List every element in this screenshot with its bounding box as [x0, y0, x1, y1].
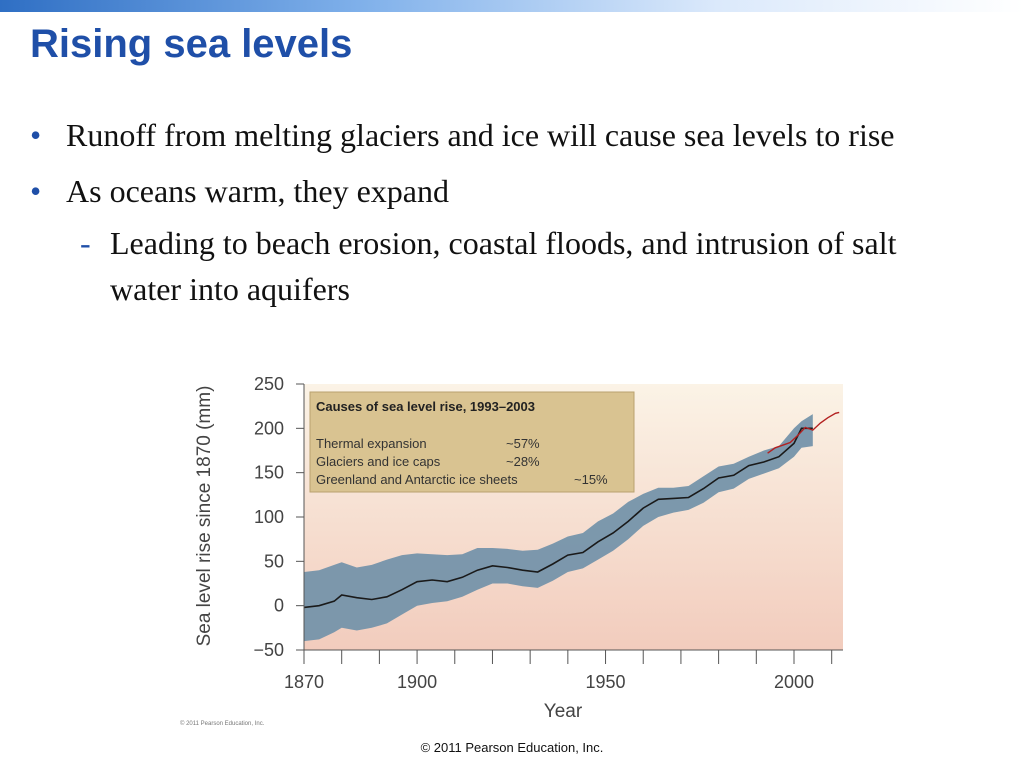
- legend-label: Thermal expansion: [316, 436, 427, 451]
- sub-bullet-item: - Leading to beach erosion, coastal floo…: [30, 220, 930, 312]
- bullet-marker: •: [30, 173, 42, 209]
- figure-credit: © 2011 Pearson Education, Inc.: [180, 721, 265, 727]
- y-tick-label: −50: [253, 640, 284, 660]
- uncertainty-band: [304, 414, 813, 642]
- x-axis-label: Year: [544, 701, 583, 722]
- sub-bullet-marker: -: [80, 225, 91, 261]
- title-accent-band: [0, 0, 1024, 12]
- bullet-item: • Runoff from melting glaciers and ice w…: [30, 112, 930, 158]
- y-tick-label: 250: [254, 374, 284, 394]
- y-tick-label: 200: [254, 418, 284, 438]
- x-tick-label: 1950: [586, 672, 626, 692]
- y-axis-label: Sea level rise since 1870 (mm): [194, 386, 215, 647]
- x-tick-label: 1870: [284, 672, 324, 692]
- legend-value: ~28%: [506, 454, 540, 469]
- y-tick-label: 0: [274, 596, 284, 616]
- bullet-text: As oceans warm, they expand: [66, 173, 449, 209]
- legend-value: ~15%: [574, 472, 608, 487]
- x-tick-label: 1900: [397, 672, 437, 692]
- sea-level-line: [303, 427, 813, 609]
- chart-legend: Causes of sea level rise, 1993–2003 Ther…: [309, 391, 635, 493]
- bullet-item: • As oceans warm, they expand: [30, 168, 930, 214]
- bullet-text: Runoff from melting glaciers and ice wil…: [66, 117, 895, 153]
- bullet-marker: •: [30, 117, 42, 153]
- legend-label: Glaciers and ice caps: [316, 454, 441, 469]
- recent-sea-level-line: [767, 411, 840, 454]
- legend-value: ~57%: [506, 436, 540, 451]
- y-tick-label: 100: [254, 507, 284, 527]
- y-tick-label: 150: [254, 463, 284, 483]
- legend-title: Causes of sea level rise, 1993–2003: [316, 399, 535, 414]
- y-tick-label: 50: [264, 551, 284, 571]
- x-tick-label: 2000: [774, 672, 814, 692]
- bullet-list: • Runoff from melting glaciers and ice w…: [30, 112, 930, 312]
- legend-label: Greenland and Antarctic ice sheets: [316, 472, 518, 487]
- slide-title: Rising sea levels: [30, 22, 353, 66]
- legend-box: [309, 391, 635, 493]
- footer-copyright: © 2011 Pearson Education, Inc.: [420, 740, 604, 755]
- sub-bullet-text: Leading to beach erosion, coastal floods…: [110, 225, 897, 307]
